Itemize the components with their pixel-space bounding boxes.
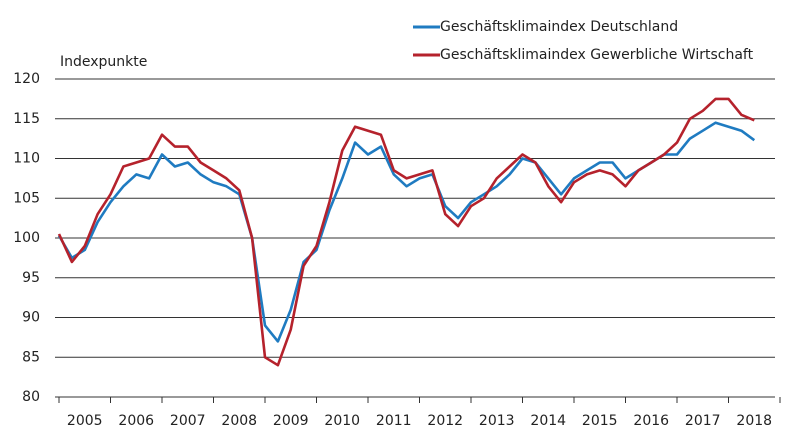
series-line [57, 121, 756, 343]
x-tick-label: 2017 [685, 413, 721, 429]
x-tick-label: 2011 [376, 413, 412, 429]
x-tick-label: 2016 [633, 413, 669, 429]
y-tick-label: 100 [13, 230, 40, 246]
legend-label: Geschäftsklimaindex Gewerbliche Wirtscha… [440, 47, 754, 63]
y-tick-label: 90 [22, 310, 40, 326]
x-tick-label: 2013 [479, 413, 515, 429]
legend-label: Geschäftsklimaindex Deutschland [440, 19, 678, 35]
y-tick-label: 80 [22, 389, 40, 405]
x-tick-label: 2005 [67, 413, 103, 429]
y-tick-label: 110 [13, 151, 40, 167]
x-tick-label: 2008 [221, 413, 257, 429]
x-tick-label: 2015 [582, 413, 618, 429]
x-tick-label: 2009 [273, 413, 309, 429]
x-tick-label: 2018 [736, 413, 772, 429]
x-tick-label: 2006 [118, 413, 154, 429]
x-tick-label: 2007 [170, 413, 206, 429]
y-axis-label: Indexpunkte [60, 54, 147, 70]
series-line [57, 97, 755, 367]
x-tick-label: 2010 [324, 413, 360, 429]
y-tick-label: 120 [13, 71, 40, 87]
y-tick-label: 115 [13, 111, 40, 127]
x-tick-label: 2012 [427, 413, 463, 429]
y-tick-label: 95 [22, 270, 40, 286]
x-tick-label: 2014 [530, 413, 566, 429]
y-tick-label: 85 [22, 349, 40, 365]
y-tick-label: 105 [13, 190, 40, 206]
